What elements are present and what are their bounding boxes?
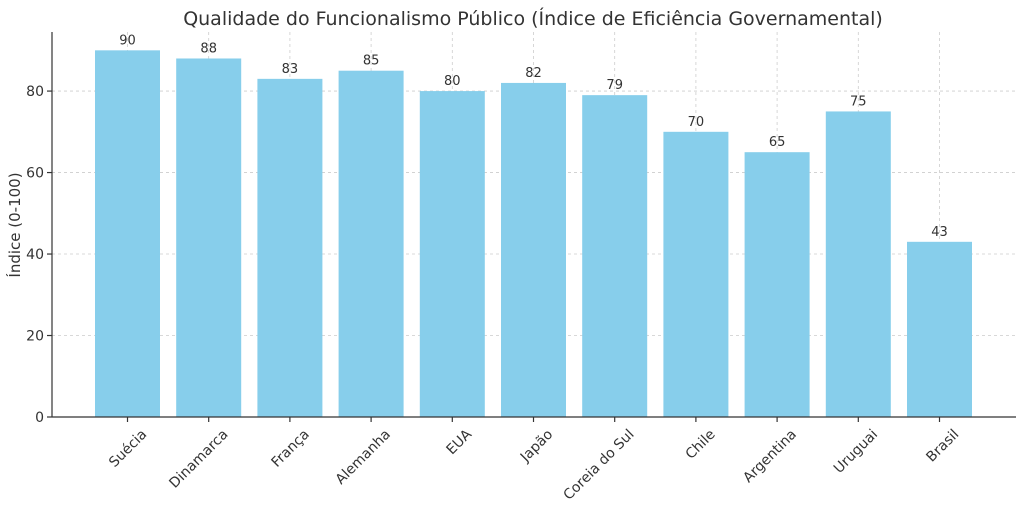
x-tick-label: EUA [444, 426, 476, 458]
y-tick-label: 60 [26, 166, 44, 182]
data-label: 82 [525, 66, 542, 81]
x-tick-label: Uruguai [831, 427, 881, 477]
bar [825, 111, 891, 417]
data-label: 88 [200, 41, 217, 56]
x-tick-label: Japão [517, 427, 556, 466]
y-tick-label: 20 [26, 329, 44, 345]
bar [744, 152, 810, 417]
x-tick-label: Brasil [923, 427, 962, 466]
x-tick-label: Chile [683, 427, 719, 463]
data-label: 43 [931, 225, 948, 240]
y-tick-label: 0 [35, 410, 44, 426]
data-label: 70 [688, 115, 705, 130]
bar [907, 241, 972, 417]
data-label: 80 [444, 74, 461, 89]
data-label: 75 [850, 94, 867, 109]
bar [95, 50, 160, 417]
bars [95, 50, 972, 418]
data-label: 85 [363, 54, 380, 69]
y-axis-label: Índice (0-100) [5, 172, 24, 277]
y-tick-label: 40 [26, 247, 44, 263]
x-ticks: Suécia Dinamarca França Alemanha EUA Japão Cor… [106, 417, 962, 504]
x-tick-label: Argentina [740, 427, 800, 487]
data-label: 83 [282, 62, 299, 77]
x-tick-label: Suécia [106, 427, 150, 471]
bar [419, 91, 485, 418]
bar [582, 95, 648, 418]
bar [338, 70, 404, 417]
x-tick-label: Alemanha [333, 427, 394, 488]
y-tick-label: 80 [26, 84, 44, 100]
y-ticks: 0 20 40 60 80 [26, 84, 52, 426]
bar [257, 78, 323, 417]
x-tick-label: Coreia do Sul [561, 427, 638, 504]
chart-title: Qualidade do Funcionalismo Público (Índi… [183, 7, 883, 30]
data-labels: 90 88 83 85 80 82 79 70 65 75 43 [119, 33, 948, 239]
x-tick-label: Dinamarca [166, 427, 231, 492]
data-label: 65 [769, 135, 786, 150]
bar [176, 58, 242, 418]
bar [663, 131, 729, 417]
data-label: 79 [606, 78, 623, 93]
x-tick-label: França [269, 427, 313, 471]
bar [501, 82, 566, 417]
data-label: 90 [119, 33, 136, 48]
